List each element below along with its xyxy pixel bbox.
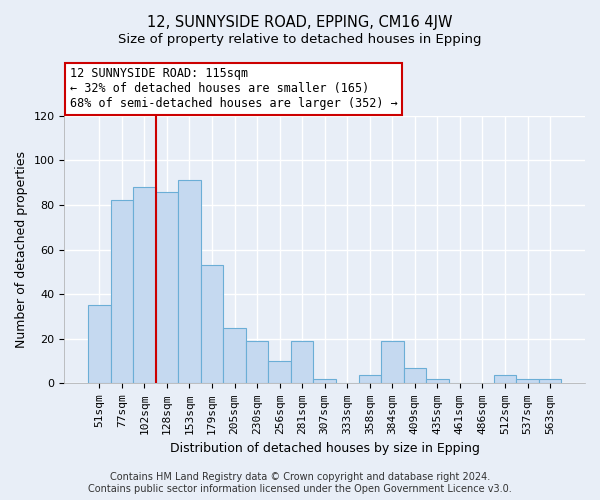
Bar xyxy=(155,192,178,384)
Y-axis label: Number of detached properties: Number of detached properties xyxy=(15,151,28,348)
Bar xyxy=(359,374,381,384)
Bar xyxy=(381,341,404,384)
X-axis label: Distribution of detached houses by size in Epping: Distribution of detached houses by size … xyxy=(170,442,479,455)
Bar xyxy=(494,374,516,384)
Bar xyxy=(88,306,110,384)
Bar xyxy=(223,328,246,384)
Text: Contains HM Land Registry data © Crown copyright and database right 2024.
Contai: Contains HM Land Registry data © Crown c… xyxy=(88,472,512,494)
Bar xyxy=(313,379,336,384)
Bar xyxy=(291,341,313,384)
Bar xyxy=(178,180,201,384)
Bar xyxy=(110,200,133,384)
Bar xyxy=(201,265,223,384)
Text: 12, SUNNYSIDE ROAD, EPPING, CM16 4JW: 12, SUNNYSIDE ROAD, EPPING, CM16 4JW xyxy=(147,15,453,30)
Bar xyxy=(246,341,268,384)
Bar xyxy=(426,379,449,384)
Bar xyxy=(268,361,291,384)
Bar xyxy=(539,379,562,384)
Text: Size of property relative to detached houses in Epping: Size of property relative to detached ho… xyxy=(118,32,482,46)
Bar xyxy=(404,368,426,384)
Bar xyxy=(516,379,539,384)
Text: 12 SUNNYSIDE ROAD: 115sqm
← 32% of detached houses are smaller (165)
68% of semi: 12 SUNNYSIDE ROAD: 115sqm ← 32% of detac… xyxy=(70,68,397,110)
Bar xyxy=(133,187,155,384)
